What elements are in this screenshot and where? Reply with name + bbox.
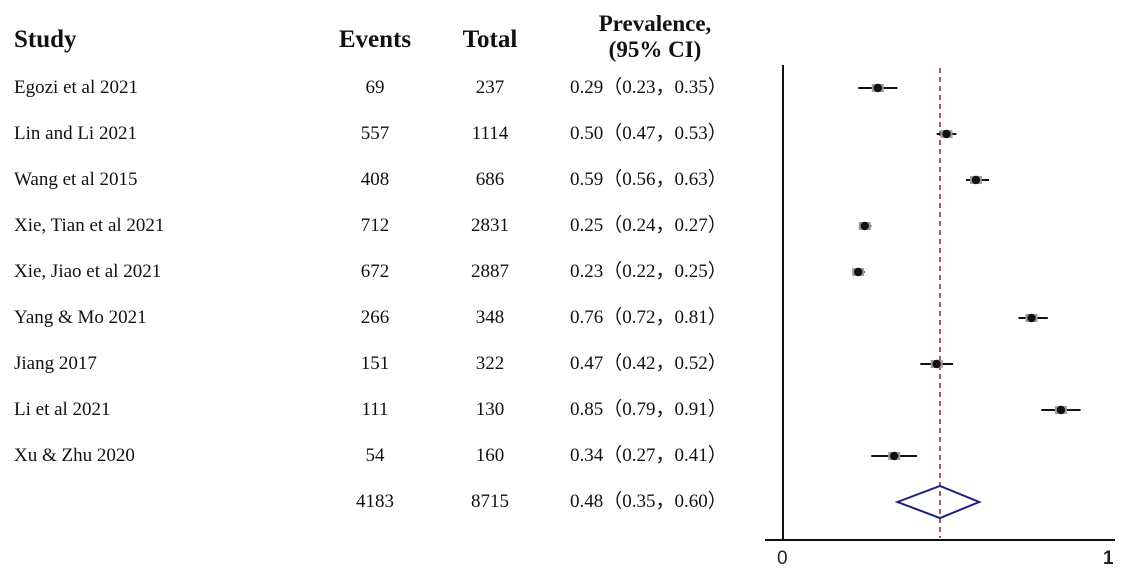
estimate-point: [860, 221, 869, 231]
total-value: 2887: [471, 261, 509, 282]
study-name: Li et al 2021: [14, 399, 111, 420]
ci-text: 0.29（0.23，0.35）: [570, 77, 727, 98]
total-value: 348: [475, 307, 505, 328]
events-value: 111: [361, 399, 389, 420]
events-value: 712: [360, 215, 390, 236]
study-name: Xu & Zhu 2020: [14, 445, 135, 466]
ci-text: 0.50（0.47，0.53）: [570, 123, 727, 144]
ci-text: 0.59（0.56，0.63）: [570, 169, 727, 190]
ci-text: 0.85（0.79，0.91）: [570, 399, 727, 420]
total-value: 322: [475, 353, 505, 374]
estimate-point: [1027, 313, 1036, 323]
x-tick-label-0: 0: [777, 548, 788, 569]
study-name: Wang et al 2015: [14, 169, 138, 190]
study-name: Jiang 2017: [14, 353, 97, 374]
events-value: 54: [365, 445, 385, 466]
ci-text: 0.47（0.42，0.52）: [570, 353, 727, 374]
overall-events: 4183: [356, 491, 394, 512]
ci-text: 0.76（0.72，0.81）: [570, 307, 727, 328]
events-value: 69: [365, 77, 385, 98]
estimate-point: [889, 451, 899, 461]
overall-ci-text: 0.48（0.35，0.60）: [570, 491, 727, 512]
events-value: 151: [360, 353, 390, 374]
header-prevalence: Prevalence,: [598, 11, 712, 36]
header-events: Events: [338, 26, 412, 53]
events-value: 672: [360, 261, 390, 282]
study-name: Egozi et al 2021: [14, 77, 138, 98]
total-value: 237: [475, 77, 505, 98]
total-value: 160: [475, 445, 505, 466]
study-name: Yang & Mo 2021: [14, 307, 147, 328]
header-total: Total: [462, 26, 518, 53]
total-value: 686: [475, 169, 505, 190]
ci-text: 0.34（0.27，0.41）: [570, 445, 727, 466]
estimate-point: [873, 83, 883, 93]
total-value: 1114: [471, 123, 509, 144]
estimate-point: [971, 175, 981, 185]
estimate-point: [1056, 405, 1066, 415]
study-name: Xie, Jiao et al 2021: [14, 261, 162, 282]
ci-text: 0.23（0.22，0.25）: [570, 261, 727, 282]
events-value: 408: [360, 169, 390, 190]
overall-total: 8715: [471, 491, 509, 512]
study-name: Xie, Tian et al 2021: [14, 215, 165, 236]
estimate-point: [854, 267, 863, 277]
estimate-point: [932, 359, 941, 369]
total-value: 130: [475, 399, 505, 420]
header-study: Study: [14, 26, 77, 53]
events-value: 266: [360, 307, 390, 328]
total-value: 2831: [471, 215, 509, 236]
ci-text: 0.25（0.24，0.27）: [570, 215, 727, 236]
x-tick-label-1: 1: [1103, 548, 1114, 569]
study-name: Lin and Li 2021: [14, 123, 137, 144]
header-ci: (95% CI): [608, 37, 702, 62]
estimate-point: [942, 129, 951, 139]
pooled-diamond: [894, 484, 982, 520]
events-value: 557: [360, 123, 390, 144]
